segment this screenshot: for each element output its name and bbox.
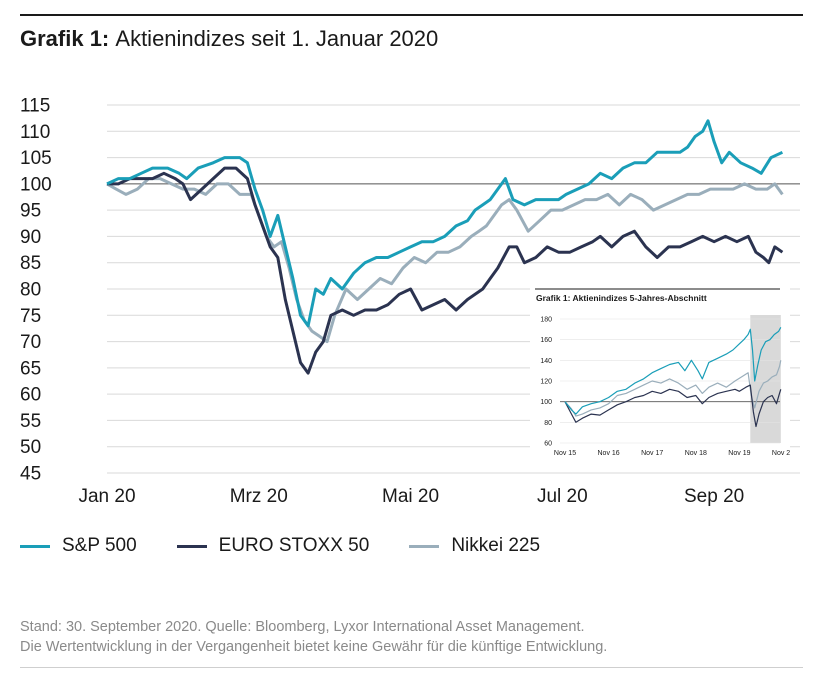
inset-y-tick-label-60: 60 xyxy=(544,441,552,448)
legend-swatch-sp500 xyxy=(20,544,50,548)
inset-series-line-s-p-500 xyxy=(564,327,782,415)
legend-item-sp500: S&P 500 xyxy=(20,535,137,557)
y-tick-label-70: 70 xyxy=(20,332,41,353)
inset-x-tick-label-nov-20: Nov 20 xyxy=(772,450,790,457)
legend: S&P 500 EURO STOXX 50 Nikkei 225 xyxy=(20,533,580,559)
x-tick-label-sep-20: Sep 20 xyxy=(684,486,744,507)
y-tick-label-50: 50 xyxy=(20,437,41,458)
y-tick-label-55: 55 xyxy=(20,411,41,432)
x-tick-label-jan-20: Jan 20 xyxy=(78,486,135,507)
footer-disclaimer: Die Wertentwicklung in der Vergangenheit… xyxy=(20,639,608,655)
inset-series-line-nikkei-225 xyxy=(564,360,782,417)
legend-label-nikkei: Nikkei 225 xyxy=(451,535,541,556)
inset-title: Grafik 1: Aktienindizes 5-Jahres-Abschni… xyxy=(536,293,707,303)
y-tick-label-110: 110 xyxy=(20,122,50,143)
legend-label-eurostoxx: EURO STOXX 50 xyxy=(218,535,370,556)
inset-x-tick-label-nov-18: Nov 18 xyxy=(685,450,707,457)
series-line-euro-stoxx-50 xyxy=(107,166,784,375)
inset-y-tick-label-100: 100 xyxy=(540,399,552,406)
title-bold: Grafik 1: xyxy=(20,26,110,51)
y-tick-label-80: 80 xyxy=(20,280,41,301)
inset-y-tick-label-140: 140 xyxy=(540,358,552,365)
series-line-nikkei-225 xyxy=(106,177,784,344)
inset-y-tick-label-80: 80 xyxy=(544,420,552,427)
footer-note: Stand: 30. September 2020. Quelle: Bloom… xyxy=(20,617,607,657)
series-line-s-p-500 xyxy=(106,119,784,328)
y-tick-label-85: 85 xyxy=(20,253,41,274)
inset-line-chart: Grafik 1: Aktienindizes 5-Jahres-Abschni… xyxy=(530,285,790,465)
page-title: Grafik 1: Aktienindizes seit 1. Januar 2… xyxy=(20,26,438,52)
y-tick-label-75: 75 xyxy=(20,306,41,327)
inset-x-tick-label-nov-17: Nov 17 xyxy=(641,450,663,457)
y-tick-label-95: 95 xyxy=(20,201,41,222)
y-tick-label-105: 105 xyxy=(20,148,52,169)
inset-y-tick-label-180: 180 xyxy=(540,317,552,324)
inset-x-tick-label-nov-16: Nov 16 xyxy=(598,450,620,457)
inset-x-tick-label-nov-19: Nov 19 xyxy=(728,450,750,457)
legend-item-nikkei: Nikkei 225 xyxy=(409,535,540,557)
footer-source: Stand: 30. September 2020. Quelle: Bloom… xyxy=(20,619,585,635)
y-tick-label-65: 65 xyxy=(20,358,41,379)
inset-background xyxy=(530,285,790,465)
x-tick-label-jul-20: Jul 20 xyxy=(537,486,588,507)
y-tick-label-60: 60 xyxy=(20,385,41,406)
inset-series-line-euro-stoxx-50 xyxy=(564,384,782,428)
y-tick-label-90: 90 xyxy=(20,227,41,248)
y-tick-label-115: 115 xyxy=(20,96,50,117)
x-tick-label-mai-20: Mai 20 xyxy=(382,486,439,507)
legend-item-eurostoxx: EURO STOXX 50 xyxy=(176,535,370,557)
legend-label-sp500: S&P 500 xyxy=(62,535,137,556)
inset-y-tick-label-120: 120 xyxy=(540,379,552,386)
bottom-rule xyxy=(20,667,803,668)
legend-swatch-eurostoxx xyxy=(176,544,207,548)
y-tick-label-100: 100 xyxy=(20,174,52,195)
title-rest: Aktienindizes seit 1. Januar 2020 xyxy=(115,26,439,51)
legend-swatch-nikkei xyxy=(409,544,440,548)
x-tick-label-mrz-20: Mrz 20 xyxy=(230,486,288,507)
top-rule xyxy=(20,14,803,16)
y-tick-label-45: 45 xyxy=(20,464,41,485)
inset-y-tick-label-160: 160 xyxy=(540,337,552,344)
inset-x-tick-label-nov-15: Nov 15 xyxy=(554,450,576,457)
